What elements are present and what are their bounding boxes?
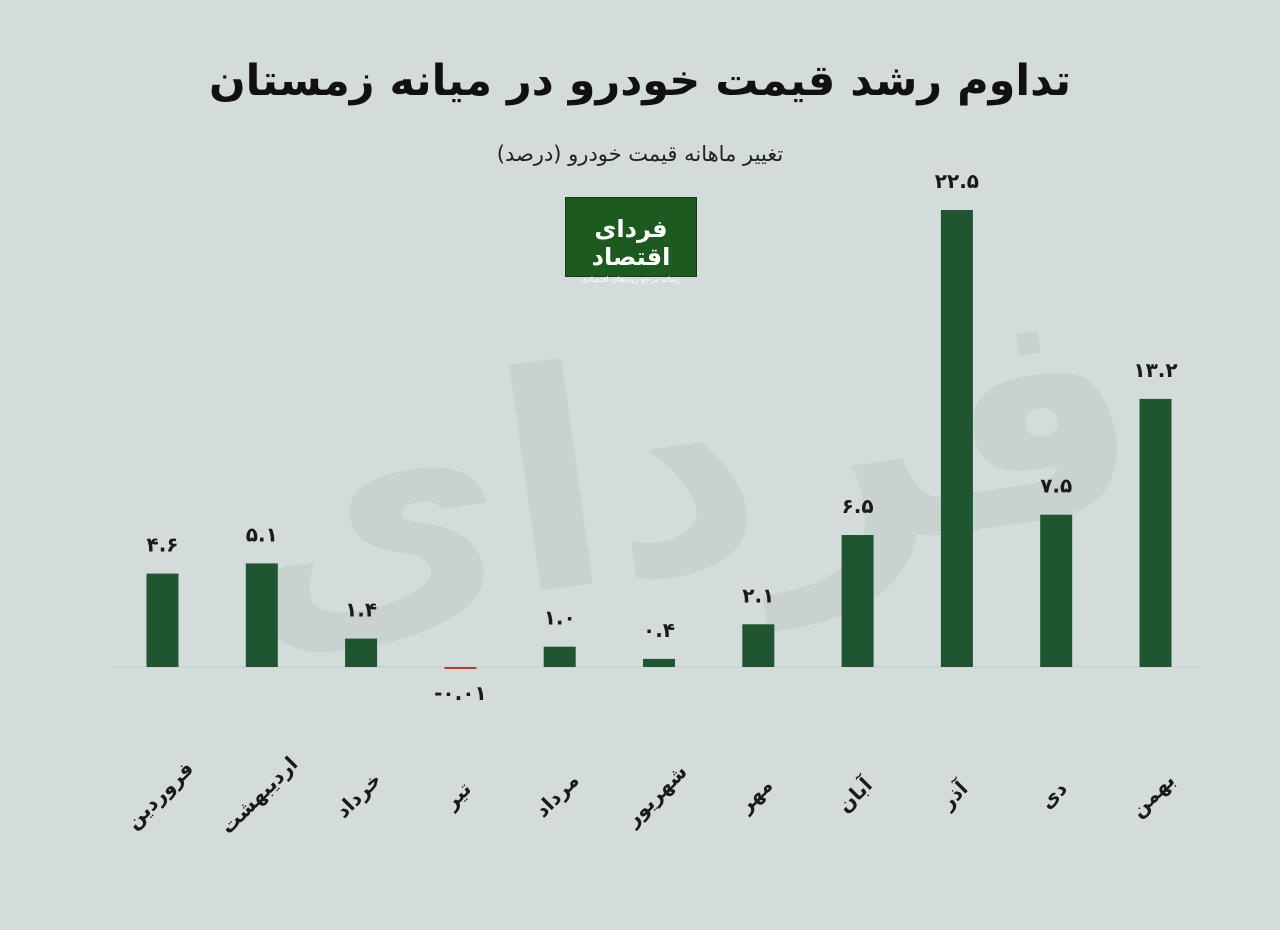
category-label-3: تیر — [438, 777, 476, 815]
chart-title: تداوم رشد قیمت خودرو در میانه زمستان — [208, 56, 1072, 106]
logo-name: فردای اقتصاد — [591, 215, 671, 271]
category-label-6: مهر — [733, 773, 778, 818]
value-label-8: ۲۲.۵ — [935, 169, 979, 193]
value-label-4: ۱.۰ — [544, 606, 576, 630]
logo-tagline: رسانه مرجع روندهای اقتصادی — [581, 275, 681, 284]
value-label-9: ۷.۵ — [1040, 474, 1072, 498]
value-label-3: -۰.۰۱ — [434, 681, 487, 705]
category-label-4: مرداد — [530, 768, 584, 822]
category-label-7: آبان — [832, 771, 878, 817]
bar-4 — [543, 646, 576, 667]
chart-subtitle: تغییر ماهانه قیمت خودرو (درصد) — [496, 142, 784, 166]
brand-logo: فردای اقتصاد رسانه مرجع روندهای اقتصادی — [565, 197, 697, 284]
category-label-2: خرداد — [330, 767, 385, 822]
value-label-10: ۱۳.۲ — [1133, 358, 1177, 382]
category-label-10: بهمن — [1126, 768, 1180, 822]
bar-1 — [245, 563, 278, 667]
bar-2 — [345, 638, 378, 667]
value-label-0: ۴.۶ — [146, 533, 178, 557]
category-label-9: دی — [1035, 776, 1072, 813]
category-label-1: اردیبهشت — [215, 752, 302, 839]
bar-0 — [146, 573, 179, 667]
bar-6 — [742, 624, 775, 667]
bar-9 — [1040, 514, 1073, 667]
value-label-2: ۱.۴ — [345, 598, 377, 622]
category-label-8: آذر — [934, 775, 973, 814]
value-label-7: ۶.۵ — [842, 494, 874, 518]
value-label-1: ۵.۱ — [246, 522, 278, 546]
category-label-0: فروردین — [121, 756, 198, 833]
bar-8 — [940, 210, 973, 667]
category-label-5: شهریور — [620, 759, 692, 831]
bar-5 — [643, 658, 675, 667]
bar-10 — [1139, 398, 1172, 667]
bar-3 — [444, 667, 477, 669]
value-label-6: ۲.۱ — [742, 583, 774, 607]
bar-7 — [841, 535, 874, 667]
value-label-5: ۰.۴ — [643, 618, 675, 642]
